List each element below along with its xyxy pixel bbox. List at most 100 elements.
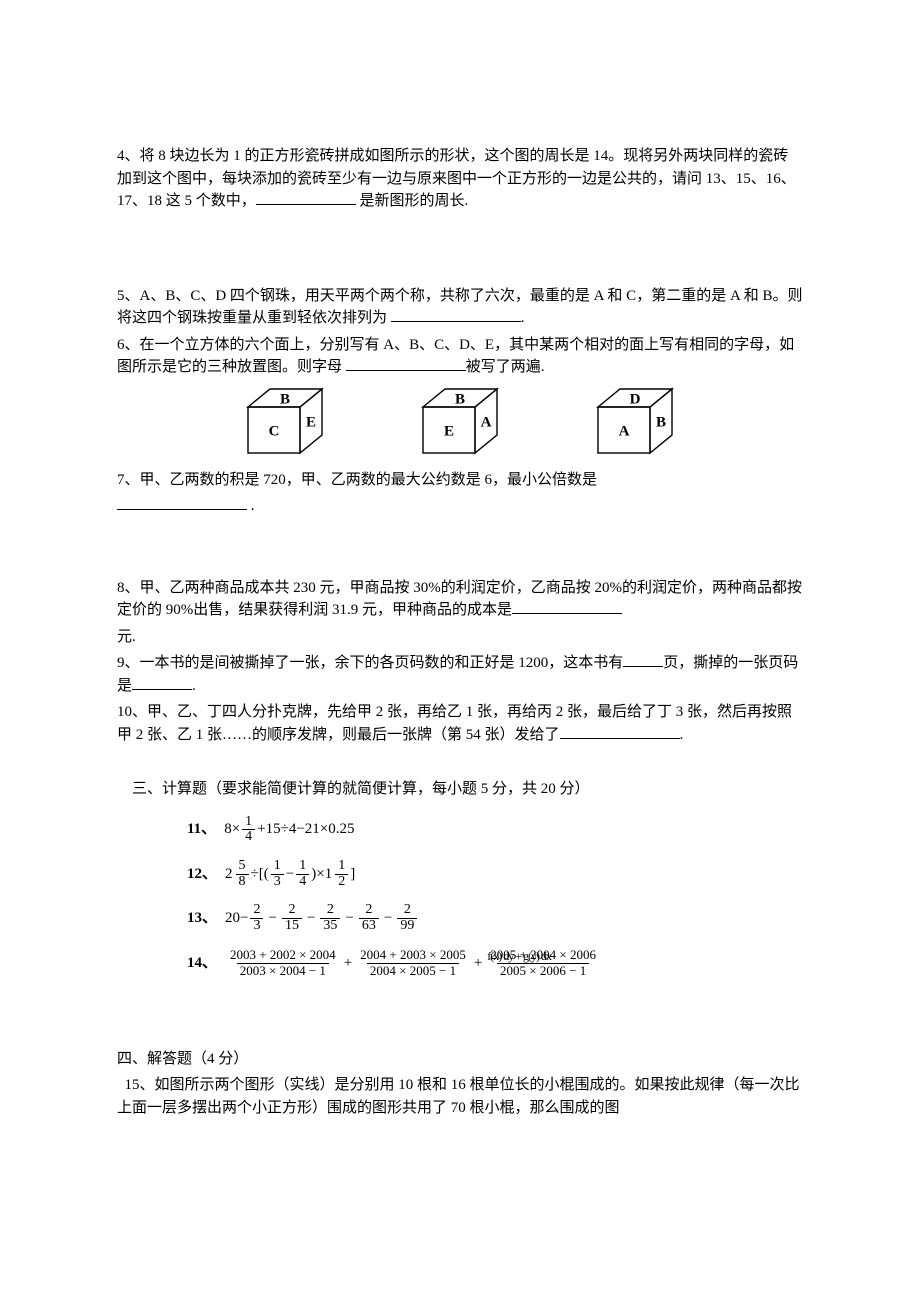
cubes-row: BCE BEA DAB (117, 385, 803, 457)
question-15: 15、如图所示两个图形（实线）是分别用 10 根和 16 根单位长的小棍围成的。… (117, 1074, 803, 1119)
calc-13-start: 20− (225, 907, 248, 930)
question-7: 7、甲、乙两数的积是 720，甲、乙两数的最大公约数是 6，最小公倍数是 (117, 469, 803, 492)
frac-num: 2 (362, 903, 375, 918)
op-minus: − (307, 907, 315, 930)
frac-den: 3 (250, 918, 263, 934)
calc-11-frac1: 1 4 (242, 815, 255, 845)
q10-text-a: 10、甲、乙、丁四人分扑克牌，先给甲 2 张，再给乙 1 张，再给丙 2 张，最… (117, 704, 792, 743)
op-minus: − (345, 907, 353, 930)
frac-den: 35 (320, 918, 340, 934)
frac-num: 2005 + 2004 × 2006 f(x) dy + g(y) dx (487, 948, 599, 963)
svg-text:A: A (619, 423, 630, 439)
question-10: 10、甲、乙、丁四人分扑克牌，先给甲 2 张，再给乙 1 张，再给丙 2 张，最… (117, 701, 803, 746)
q10-text-b: . (680, 727, 684, 743)
frac-num: 2 (250, 903, 263, 918)
spacer (117, 217, 803, 285)
frac-den: 99 (397, 918, 417, 934)
frac-num: 2004 + 2003 × 2005 (357, 948, 469, 963)
question-6: 6、在一个立方体的六个面上，分别写有 A、B、C、D、E，其中某两个相对的面上写… (117, 334, 803, 379)
calc-13: 13、 20− 23 − 215 − 235 − 263 − 299 (187, 903, 803, 933)
section-3-title: 三、计算题（要求能简便计算的就简便计算，每小题 5 分，共 20 分） (117, 778, 803, 801)
q4-blank (256, 190, 356, 205)
frac-den: 3 (271, 874, 284, 890)
spacer (117, 750, 803, 766)
calc-11-mid: +15÷4−21×0.25 (257, 818, 354, 841)
frac-den: 63 (359, 918, 379, 934)
calc-11: 11、 8× 1 4 +15÷4−21×0.25 (187, 815, 803, 845)
question-5: 5、A、B、C、D 四个钢珠，用天平两个两个称，共称了六次，最重的是 A 和 C… (117, 285, 803, 330)
spacer (117, 522, 803, 577)
question-8-line2: 元. (117, 626, 803, 649)
svg-text:E: E (444, 423, 454, 439)
frac-num: 2 (401, 903, 414, 918)
frac-den: 4 (242, 829, 255, 845)
svg-text:D: D (630, 391, 641, 407)
question-8: 8、甲、乙两种商品成本共 230 元，甲商品按 30%的利润定价，乙商品按 20… (117, 577, 803, 622)
mixed-whole: 2 (225, 863, 233, 886)
svg-text:B: B (455, 391, 465, 407)
calc-14-overlay: f(x) dy + g(y) dx (487, 950, 551, 964)
q7-text-a: 7、甲、乙两数的积是 720，甲、乙两数的最大公约数是 6，最小公倍数是 (117, 472, 597, 488)
calc-11-label: 11、 (187, 818, 216, 841)
q5-blank (391, 307, 521, 322)
frac-num: 2 (285, 903, 298, 918)
spacer (117, 993, 803, 1048)
mixed-whole: 1 (325, 863, 333, 886)
q5-text-b: . (521, 310, 525, 326)
frac-den: 2004 × 2005 − 1 (367, 963, 459, 979)
calc-13-label: 13、 (187, 907, 217, 930)
q9-blank-1 (623, 652, 663, 667)
q7-blank (117, 495, 247, 510)
calc-14-label: 14、 (187, 952, 217, 975)
q9-text-c: . (192, 678, 196, 694)
calc-14: 14、 2003 + 2002 × 2004 2003 × 2004 − 1 +… (187, 948, 803, 979)
frac-den: 2003 × 2004 − 1 (237, 963, 329, 979)
calc-12-label: 12、 (187, 863, 217, 886)
q8-blank (512, 599, 622, 614)
calc-12: 12、 2 58 ÷[( 13 − 14 )× 1 12 ] (187, 859, 803, 889)
frac-num: 1 (242, 815, 255, 830)
q6-blank (346, 356, 466, 371)
svg-text:E: E (306, 414, 316, 430)
section-4-title: 四、解答题（4 分） (117, 1048, 803, 1071)
frac-num: 1 (335, 859, 348, 874)
calc-11-prefix: 8× (224, 818, 240, 841)
svg-text:C: C (268, 423, 279, 439)
q8-text-a: 8、甲、乙两种商品成本共 230 元，甲商品按 30%的利润定价，乙商品按 20… (117, 580, 802, 619)
frac-den: 8 (236, 874, 249, 890)
calc-11-expr: 8× 1 4 +15÷4−21×0.25 (224, 815, 354, 845)
calc-12-end: ] (350, 863, 355, 886)
q6-text-b: 被写了两遍. (466, 359, 545, 375)
calc-14-frac1: 2003 + 2002 × 2004 2003 × 2004 − 1 (227, 948, 339, 979)
svg-text:B: B (280, 391, 290, 407)
question-7-line2: . (117, 495, 803, 518)
q7-text-b: . (247, 498, 255, 514)
q9-blank-2 (132, 675, 192, 690)
op-plus: + (474, 952, 482, 975)
q10-blank (560, 724, 680, 739)
frac-den: 2005 × 2006 − 1 (497, 963, 589, 979)
calc-12-div: ÷[( (251, 863, 269, 886)
calc-list: 11、 8× 1 4 +15÷4−21×0.25 12、 2 58 ÷[( 13… (117, 815, 803, 979)
cube-1: BC E (240, 385, 330, 457)
q4-text-b: 是新图形的周长. (356, 193, 469, 209)
cube-2: BE A (415, 385, 505, 457)
frac-den: 15 (282, 918, 302, 934)
calc-13-expr: 20− 23 − 215 − 235 − 263 − 299 (225, 903, 419, 933)
svg-text:B: B (656, 414, 666, 430)
op-minus: − (384, 907, 392, 930)
calc-14-frac2: 2004 + 2003 × 2005 2004 × 2005 − 1 (357, 948, 469, 979)
op-plus: + (344, 952, 352, 975)
svg-text:A: A (481, 414, 492, 430)
calc-12-m2: 1 12 (325, 859, 351, 889)
q15-text: 15、如图所示两个图形（实线）是分别用 10 根和 16 根单位长的小棍围成的。… (117, 1077, 800, 1116)
calc-12-minus: − (286, 863, 294, 886)
cube-3: DA B (590, 385, 680, 457)
question-9: 9、一本书的是间被撕掉了一张，余下的各页码数的和正好是 1200，这本书有页，撕… (117, 652, 803, 697)
op-minus: − (268, 907, 276, 930)
calc-12-expr: 2 58 ÷[( 13 − 14 )× 1 12 ] (225, 859, 355, 889)
frac-den: 4 (296, 874, 309, 890)
calc-12-m1: 2 58 (225, 859, 251, 889)
frac-num: 2 (324, 903, 337, 918)
q8-text-b: 元. (117, 629, 136, 645)
